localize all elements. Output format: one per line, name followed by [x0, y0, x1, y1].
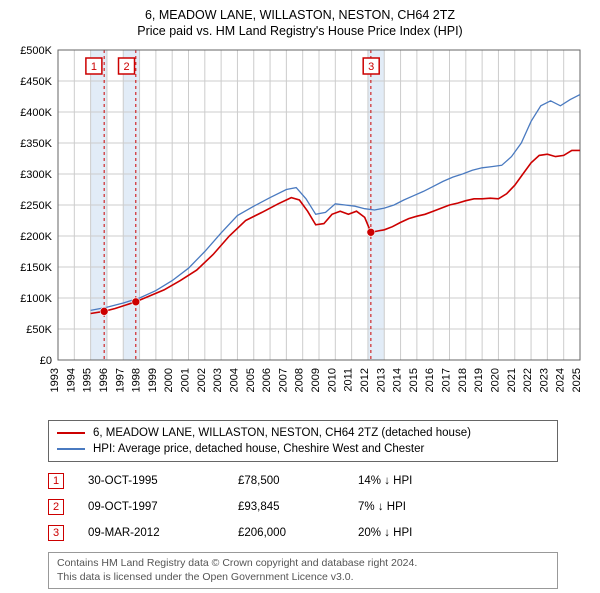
svg-text:£400K: £400K	[20, 107, 52, 119]
table-row: 2 09-OCT-1997 £93,845 7% ↓ HPI	[48, 494, 558, 520]
svg-text:£50K: £50K	[26, 324, 52, 336]
price-chart: £0 £50K £100K £150K £200K £250K £300K £350K £400…	[10, 44, 590, 414]
svg-text:2015: 2015	[408, 368, 420, 392]
legend: 6, MEADOW LANE, WILLASTON, NESTON, CH64 …	[48, 420, 558, 462]
svg-text:2010: 2010	[326, 368, 338, 392]
title-address: 6, MEADOW LANE, WILLASTON, NESTON, CH64 …	[10, 8, 590, 22]
legend-row-property: 6, MEADOW LANE, WILLASTON, NESTON, CH64 …	[57, 425, 549, 441]
svg-text:2007: 2007	[277, 368, 289, 392]
legend-label-red: 6, MEADOW LANE, WILLASTON, NESTON, CH64 …	[93, 425, 471, 441]
svg-text:£350K: £350K	[20, 138, 52, 150]
svg-text:2001: 2001	[180, 368, 192, 392]
event-date: 09-OCT-1997	[88, 501, 238, 513]
svg-text:3: 3	[368, 61, 374, 73]
svg-text:2003: 2003	[212, 368, 224, 392]
event-date: 09-MAR-2012	[88, 527, 238, 539]
svg-text:£450K: £450K	[20, 76, 52, 88]
svg-text:2: 2	[123, 61, 129, 73]
svg-text:1993: 1993	[49, 368, 61, 392]
svg-text:£100K: £100K	[20, 293, 52, 305]
title-subtitle: Price paid vs. HM Land Registry's House …	[10, 24, 590, 38]
svg-text:2024: 2024	[555, 368, 567, 392]
legend-label-blue: HPI: Average price, detached house, Ches…	[93, 441, 424, 457]
svg-text:2021: 2021	[506, 368, 518, 392]
svg-text:1: 1	[91, 61, 97, 73]
chart-title-block: 6, MEADOW LANE, WILLASTON, NESTON, CH64 …	[10, 8, 590, 38]
attribution-line2: This data is licensed under the Open Gov…	[57, 571, 549, 585]
svg-text:£300K: £300K	[20, 169, 52, 181]
svg-text:2020: 2020	[489, 368, 501, 392]
event-marker-2: 2	[48, 499, 64, 515]
svg-text:1999: 1999	[147, 368, 159, 392]
table-row: 3 09-MAR-2012 £206,000 20% ↓ HPI	[48, 520, 558, 546]
svg-text:1995: 1995	[82, 368, 94, 392]
svg-text:2011: 2011	[343, 368, 355, 392]
svg-text:£150K: £150K	[20, 262, 52, 274]
legend-row-hpi: HPI: Average price, detached house, Ches…	[57, 441, 549, 457]
svg-text:2012: 2012	[359, 368, 371, 392]
svg-text:2008: 2008	[294, 368, 306, 392]
event-pct: 7% ↓ HPI	[358, 501, 508, 513]
sale-events-table: 1 30-OCT-1995 £78,500 14% ↓ HPI 2 09-OCT…	[48, 468, 558, 546]
svg-text:2004: 2004	[228, 368, 240, 392]
svg-text:2019: 2019	[473, 368, 485, 392]
svg-text:1996: 1996	[98, 368, 110, 392]
svg-text:2014: 2014	[392, 368, 404, 392]
event-pct: 20% ↓ HPI	[358, 527, 508, 539]
svg-text:2023: 2023	[538, 368, 550, 392]
svg-text:2005: 2005	[245, 368, 257, 392]
svg-text:2002: 2002	[196, 368, 208, 392]
legend-swatch-red	[57, 432, 85, 434]
svg-text:2009: 2009	[310, 368, 322, 392]
event-price: £93,845	[238, 501, 358, 513]
svg-text:1997: 1997	[114, 368, 126, 392]
svg-text:2000: 2000	[163, 368, 175, 392]
svg-text:2013: 2013	[375, 368, 387, 392]
attribution-box: Contains HM Land Registry data © Crown c…	[48, 552, 558, 589]
svg-text:1994: 1994	[65, 368, 77, 392]
svg-text:£200K: £200K	[20, 231, 52, 243]
event-price: £78,500	[238, 475, 358, 487]
svg-text:£0: £0	[40, 355, 52, 367]
svg-text:2016: 2016	[424, 368, 436, 392]
svg-text:2022: 2022	[522, 368, 534, 392]
svg-text:2018: 2018	[457, 368, 469, 392]
svg-text:2017: 2017	[441, 368, 453, 392]
svg-text:1998: 1998	[131, 368, 143, 392]
svg-text:£250K: £250K	[20, 200, 52, 212]
event-date: 30-OCT-1995	[88, 475, 238, 487]
svg-text:2006: 2006	[261, 368, 273, 392]
attribution-line1: Contains HM Land Registry data © Crown c…	[57, 557, 549, 571]
table-row: 1 30-OCT-1995 £78,500 14% ↓ HPI	[48, 468, 558, 494]
event-marker-1: 1	[48, 473, 64, 489]
svg-text:2025: 2025	[571, 368, 583, 392]
legend-swatch-blue	[57, 448, 85, 450]
event-pct: 14% ↓ HPI	[358, 475, 508, 487]
svg-text:£500K: £500K	[20, 45, 52, 57]
event-marker-3: 3	[48, 525, 64, 541]
event-price: £206,000	[238, 527, 358, 539]
